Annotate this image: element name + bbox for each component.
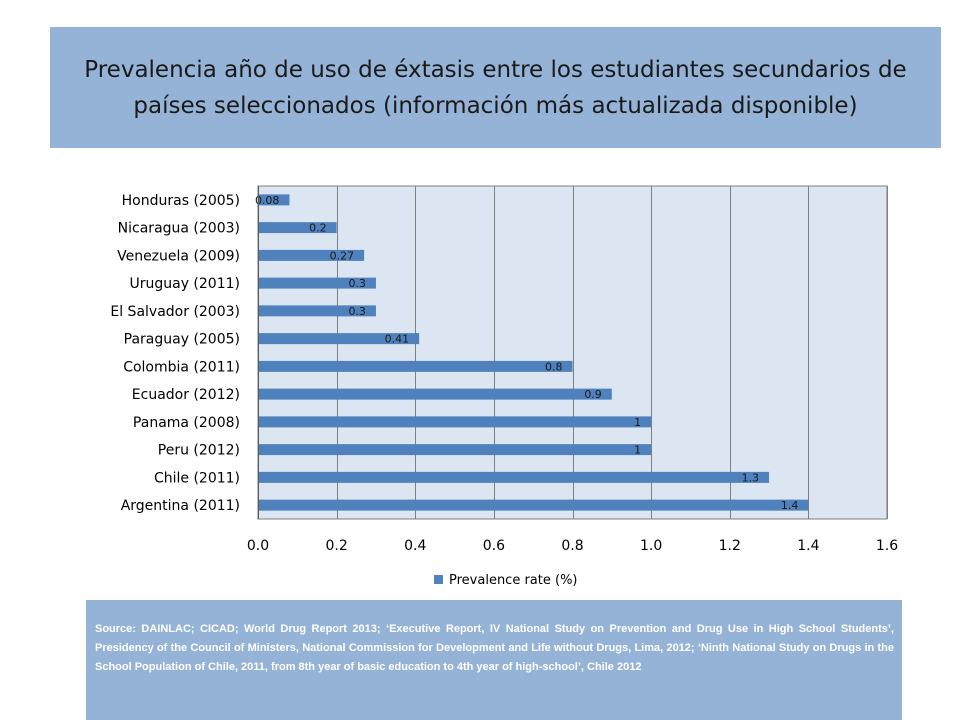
bar-value-label: 0.8	[545, 360, 563, 373]
legend: Prevalence rate (%)	[434, 573, 578, 588]
gridlines	[337, 186, 888, 519]
source-text: Source: DAINLAC; CICAD; World Drug Repor…	[95, 623, 894, 673]
x-tick-label: 0.0	[247, 538, 269, 554]
bar	[258, 499, 809, 511]
page-title: Prevalencia año de uso de éxtasis entre …	[84, 56, 907, 119]
bar-value-label: 0.3	[348, 277, 366, 290]
bar	[258, 277, 376, 289]
bar-value-label: 1	[634, 416, 641, 429]
y-tick-label: Honduras (2005)	[122, 193, 240, 209]
x-tick-labels: 0.0 0.2 0.4 0.6 0.8 1.0 1.2 1.4 1.6	[247, 538, 898, 554]
y-tick-label: Nicaragua (2003)	[118, 221, 240, 237]
y-tick-labels: Honduras (2005) Nicaragua (2003) Venezuela…	[110, 193, 240, 514]
x-tick-label: 0.4	[404, 538, 426, 554]
bar-value-label: 1	[634, 444, 641, 457]
bar-value-label: 0.41	[385, 333, 410, 346]
bar	[258, 471, 770, 483]
y-tick-label: Venezuela (2009)	[117, 248, 240, 264]
y-tick-label: Chile (2011)	[154, 470, 240, 486]
bar	[258, 249, 365, 261]
bar	[258, 416, 652, 428]
legend-label: Prevalence rate (%)	[449, 573, 578, 588]
bar-value-label: 0.27	[330, 249, 355, 262]
legend-swatch	[434, 575, 443, 584]
x-tick-label: 1.4	[797, 538, 819, 554]
y-tick-label: Argentina (2011)	[121, 498, 240, 514]
y-tick-label: Ecuador (2012)	[132, 387, 240, 403]
y-tick-label: Peru (2012)	[158, 443, 240, 459]
y-tick-label: El Salvador (2003)	[110, 304, 240, 320]
bar-value-label: 0.9	[584, 388, 602, 401]
x-tick-label: 0.2	[325, 538, 347, 554]
bar-value-label: 0.3	[348, 305, 366, 318]
x-tick-label: 0.8	[561, 538, 583, 554]
title-banner: Prevalencia año de uso de éxtasis entre …	[50, 27, 941, 148]
bar-value-label: 1.3	[742, 471, 760, 484]
bar	[258, 222, 337, 234]
source-box: Source: DAINLAC; CICAD; World Drug Repor…	[86, 600, 902, 720]
y-tick-label: Colombia (2011)	[123, 359, 240, 375]
x-tick-label: 0.6	[483, 538, 505, 554]
bar-value-label: 0.2	[309, 222, 327, 235]
x-tick-label: 1.6	[876, 538, 898, 554]
bar	[258, 305, 376, 317]
y-tick-label: Paraguay (2005)	[124, 332, 240, 348]
bar-value-label: 0.08	[255, 194, 280, 207]
bar	[258, 388, 612, 400]
y-tick-label: Uruguay (2011)	[129, 276, 240, 292]
x-tick-label: 1.2	[719, 538, 741, 554]
bars: 0.08 0.2 0.27 0.3 0.3 0.41 0.8 0.9 1 1 1.3 1.4	[255, 194, 809, 512]
bar	[258, 444, 652, 456]
plot-area	[257, 185, 888, 520]
bar-value-label: 1.4	[781, 499, 799, 512]
x-tick-label: 1.0	[640, 538, 662, 554]
bar	[258, 360, 573, 372]
bar	[258, 194, 290, 206]
y-tick-label: Panama (2008)	[133, 415, 240, 431]
bar-chart: 0.08 0.2 0.27 0.3 0.3 0.41 0.8 0.9 1 1 1.3 1.4 Hond…	[110, 185, 898, 588]
bar	[258, 333, 420, 345]
